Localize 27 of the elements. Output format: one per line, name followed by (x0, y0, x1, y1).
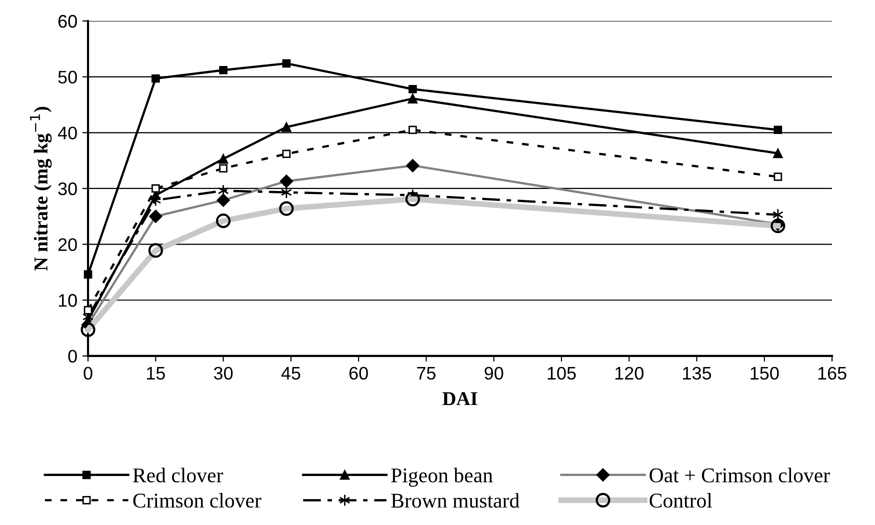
y-axis-title: N nitrate (mg kg$^{−1}$) (30, 106, 52, 271)
y-tick-label: 50 (58, 70, 77, 84)
y-tick-label: 30 (58, 182, 77, 196)
y-tick-label: 10 (58, 294, 77, 307)
x-tick-label: 135 (683, 366, 712, 380)
y-tick-label: 0 (68, 350, 77, 363)
x-tick-label: 120 (615, 366, 644, 380)
x-axis-title: DAI (442, 392, 478, 406)
x-tick-label: 15 (147, 367, 165, 380)
legend-label: Control (650, 493, 712, 508)
x-tick-label: 165 (818, 366, 846, 380)
legend-label: Crimson clover (133, 493, 262, 508)
y-tick-label: 60 (58, 14, 77, 28)
legend-label: Oat + Crimson clover (650, 468, 830, 482)
x-tick-label: 90 (484, 366, 504, 380)
x-tick-label: 105 (548, 366, 576, 380)
legend-label: Brown mustard (391, 493, 520, 508)
legend-label: Red clover (133, 468, 224, 482)
y-tick-label: 20 (58, 238, 77, 252)
x-tick-label: 30 (214, 366, 233, 380)
y-tick-label: 40 (58, 126, 77, 140)
x-tick-label: 75 (417, 367, 436, 380)
legend-label: Pigeon bean (391, 468, 493, 487)
x-tick-label: 45 (281, 367, 300, 380)
x-tick-label: 60 (349, 366, 368, 380)
x-tick-label: 150 (750, 366, 779, 380)
x-tick-label: 0 (84, 366, 92, 380)
